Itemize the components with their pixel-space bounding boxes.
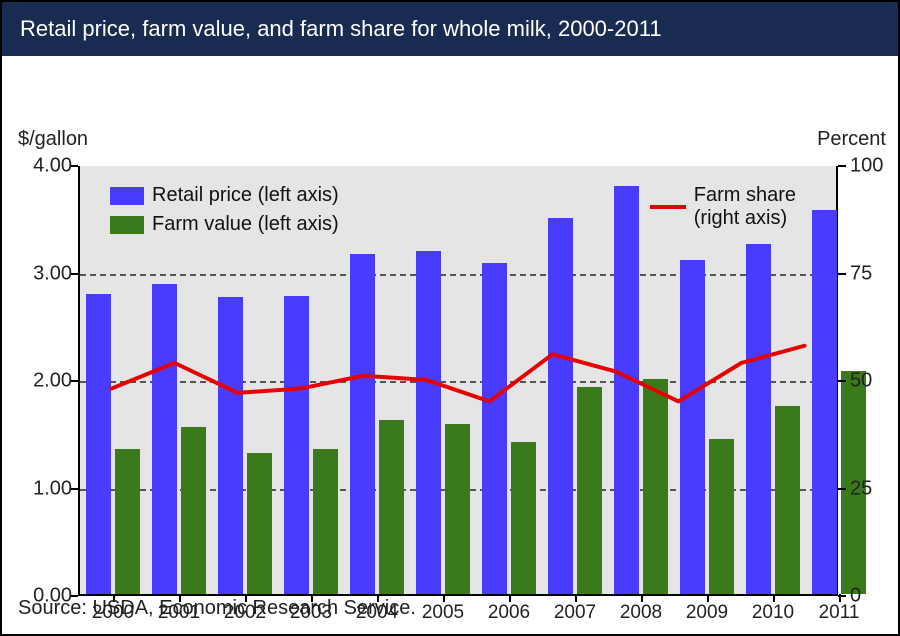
farm-bar <box>643 379 668 594</box>
square-icon <box>110 187 144 205</box>
farm-bar <box>379 420 404 594</box>
year-group: 2006 <box>476 166 542 594</box>
source-text: Source: USDA, Economic Research Service. <box>18 597 416 620</box>
legend-row-farm: Farm value (left axis) <box>110 213 339 236</box>
chart-title: Retail price, farm value, and farm share… <box>2 2 898 56</box>
retail-bar <box>152 284 177 594</box>
ytick-left: 2.00 <box>16 370 72 393</box>
retail-bar <box>746 244 771 594</box>
retail-bar <box>86 294 111 594</box>
year-group: 2005 <box>410 166 476 594</box>
year-group: 2004 <box>344 166 410 594</box>
farm-bar <box>313 449 338 594</box>
legend-row-share: Farm share (right axis) <box>650 184 796 230</box>
retail-bar <box>482 263 507 594</box>
ytick-right: 50 <box>850 370 900 393</box>
retail-bar <box>680 260 705 594</box>
farm-bar <box>577 387 602 594</box>
retail-bar <box>284 296 309 594</box>
farm-bar <box>775 406 800 594</box>
legend-label: Farm value (left axis) <box>152 213 339 236</box>
ytick-left: 1.00 <box>16 477 72 500</box>
retail-bar <box>548 218 573 594</box>
ytick-right: 100 <box>850 155 900 178</box>
retail-bar <box>350 254 375 594</box>
legend-line: Farm share (right axis) <box>650 184 796 236</box>
chart-area: $/gallon Percent 20002001200220032004200… <box>2 56 898 76</box>
legend-label: Farm share (right axis) <box>694 184 796 230</box>
retail-bar <box>416 251 441 594</box>
ytick-left: 3.00 <box>16 262 72 285</box>
farm-bar <box>511 442 536 594</box>
chart-frame: Retail price, farm value, and farm share… <box>0 0 900 636</box>
line-icon <box>650 205 686 209</box>
ytick-right: 75 <box>850 262 900 285</box>
year-group: 2007 <box>542 166 608 594</box>
farm-bar <box>181 427 206 594</box>
legend-label: Retail price (left axis) <box>152 184 339 207</box>
right-axis-label: Percent <box>817 128 886 151</box>
retail-bar <box>812 210 837 594</box>
legend-row-retail: Retail price (left axis) <box>110 184 339 207</box>
farm-bar <box>445 424 470 594</box>
retail-bar <box>218 297 243 594</box>
ytick-right: 25 <box>850 477 900 500</box>
farm-bar <box>247 453 272 594</box>
farm-bar <box>115 449 140 594</box>
farm-bar <box>709 439 734 594</box>
plot-region: 2000200120022003200420052006200720082009… <box>78 166 838 596</box>
square-icon <box>110 216 144 234</box>
legend-bars: Retail price (left axis) Farm value (lef… <box>110 184 339 242</box>
retail-bar <box>614 186 639 595</box>
left-axis-label: $/gallon <box>18 128 88 151</box>
ytick-right: 0 <box>850 585 900 608</box>
ytick-left: 4.00 <box>16 155 72 178</box>
